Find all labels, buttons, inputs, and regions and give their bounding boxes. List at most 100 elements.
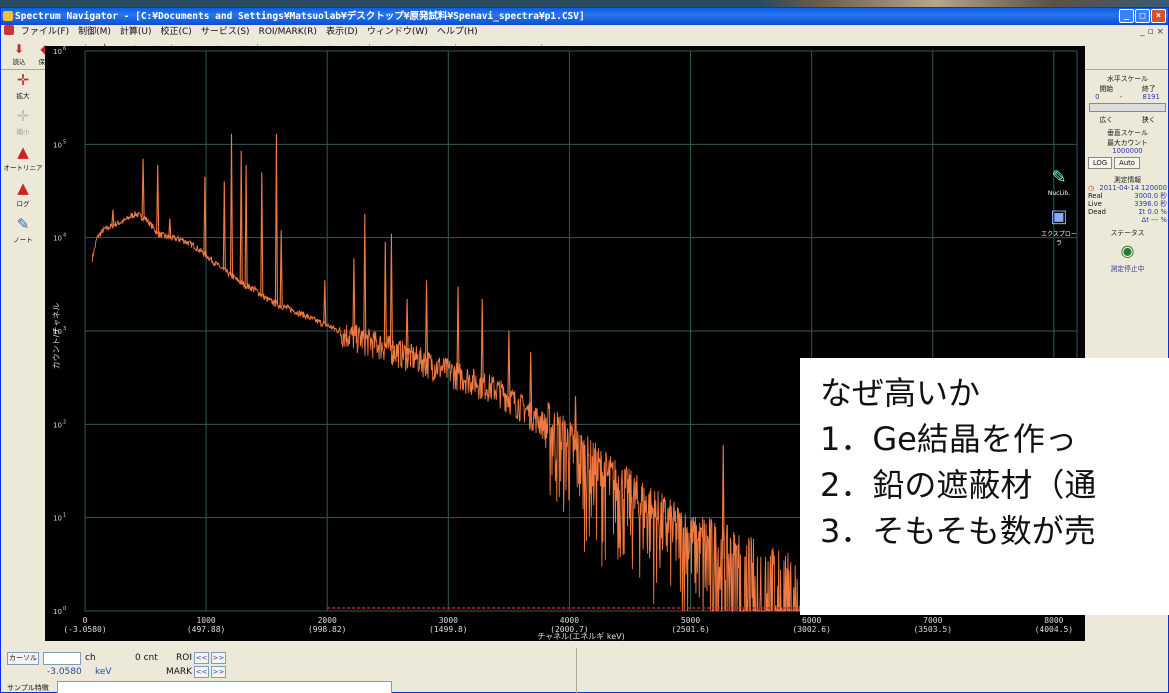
narrow-label[interactable]: 狭く [1141,116,1156,124]
close-icon[interactable]: × [1151,9,1166,23]
roi-prev-button[interactable]: << [194,652,209,664]
explorer-shortcut[interactable]: ▣ エクスプローラ [1039,207,1079,248]
log-scale-icon: ▲ [17,179,29,197]
y-tick-exponent: 1 [63,513,66,519]
toolbar-label-0: 読込 [12,58,26,66]
h-scroll-bar[interactable] [1089,103,1166,112]
menu-item-8[interactable]: ヘルプ(H) [436,27,478,37]
y-tick-exponent: 6 [63,46,66,52]
roi-label: ROI [176,653,192,663]
x-tick-label: 4000 [560,616,579,625]
spectrum-peak-8 [244,164,248,286]
status-area: カーソル ch 0 cnt -3.0580 keV ROI << >> MARK… [1,648,1168,693]
menu-item-1[interactable]: 制御(M) [78,27,111,37]
channel-input[interactable] [43,652,81,665]
y-tick-exponent: 0 [63,606,66,612]
desktop-icons: ✎ NucLib. ▣ エクスプローラ [1039,168,1079,278]
max-count-value[interactable]: 1000000 [1112,147,1143,155]
maximize-icon[interactable]: □ [1135,9,1150,23]
kev-value: -3.0580 [47,667,82,677]
toolbar-button-0[interactable]: ⬇ 読込 [7,41,31,69]
title-bar[interactable]: Spectrum Navigator - [C:¥Documents and S… [1,8,1168,25]
x-tick-label: 5000 [681,616,700,625]
wide-label[interactable]: 広く [1099,116,1114,124]
sample-feature-input[interactable] [57,681,392,693]
note-icon: ✎ [16,215,30,233]
left-tool-4[interactable]: ✎ ノート [1,216,45,248]
spectrum-peak-21 [507,330,511,398]
doc-menu-icon[interactable] [4,25,14,35]
menu-item-7[interactable]: ウィンドウ(W) [366,27,428,37]
spectrum-chart[interactable]: 0(-3.0580)1000(497.88)2000(998.82)3000(1… [45,46,1085,641]
x-tick-label: 2000 [318,616,337,625]
spectrum-peak-1 [141,158,145,218]
menu-item-3[interactable]: 校正(C) [160,27,192,37]
auto-button[interactable]: Auto [1114,157,1140,169]
log-button[interactable]: LOG [1088,157,1113,169]
overlay-line-3: 3．そもそも数が売 [820,512,1096,550]
x-tick-sublabel: (998.82) [308,625,347,634]
menu-item-0[interactable]: ファイル(F) [20,27,70,37]
left-tool-2[interactable]: ▲ オートリニア [1,144,45,176]
nuclib-label: NucLib. [1047,190,1071,197]
mark-next-button[interactable]: >> [211,666,226,678]
menu-item-6[interactable]: 表示(D) [325,27,358,37]
spectrum-peak-4 [203,176,207,255]
left-tool-3[interactable]: ▲ ログ [1,180,45,212]
window-controls: _ □ × [1119,9,1166,23]
x-tick-label: 3000 [439,616,458,625]
x-tick-sublabel: (2000.7) [550,625,589,634]
right-panel: 水平スケール 開始 終了 0 - 8191 広く 狭く 垂直スケール 最大カウン… [1085,70,1169,362]
left-tool-1[interactable]: ✛ 縮小 [1,108,45,140]
menu-item-5[interactable]: ROI/MARK(R) [258,27,317,37]
x-tick-label: 1000 [196,616,215,625]
globe-status-icon: ◉ [1120,241,1135,260]
left-tool-label-3: ログ [16,200,30,208]
status-text: 測定停止中 [1110,265,1145,273]
cursor-button[interactable]: カーソル [7,652,39,665]
mark-label: MARK [166,667,193,677]
x-tick-label: 8000 [1044,616,1063,625]
left-tool-0[interactable]: ✛ 拡大 [1,72,45,104]
minimize-icon[interactable]: _ [1119,9,1134,23]
status-title: ステータス [1110,229,1145,237]
spectrum-peak-20 [480,298,484,384]
mark-prev-button[interactable]: << [194,666,209,678]
real-value: 3000.0 秒 [1134,192,1167,200]
x-tick-sublabel: (3503.5) [913,625,952,634]
spectrum-peak-11 [279,230,283,306]
end-value[interactable]: 8191 [1142,93,1160,101]
nuclide-library-icon: ✎ [1051,167,1067,188]
x-tick-sublabel: (1499.8) [429,625,468,634]
save-icon: ◆ [37,42,53,56]
roi-next-button[interactable]: >> [211,652,226,664]
menu-bar: ファイル(F) 制御(M) 計算(U) 校正(C) サービス(S) ROI/MARK(R)… [1,25,1168,40]
menu-item-4[interactable]: サービス(S) [200,27,250,37]
spectrum-peak-23 [573,396,578,451]
live-label: Live [1088,200,1102,208]
start-label: 開始 [1099,85,1114,93]
start-value[interactable]: 0 [1095,93,1100,101]
nuclib-shortcut[interactable]: ✎ NucLib. [1039,167,1079,198]
y-tick-label: 10 [53,515,62,523]
overlay-heading: なぜ高いか [820,374,981,412]
spectrum-peak-18 [424,280,429,362]
h-scale-title: 水平スケール [1107,75,1148,83]
y-tick-label: 10 [53,141,62,149]
y-tick-exponent: 5 [63,139,66,145]
spectrum-peak-9 [260,172,264,296]
spectrum-peak-12 [323,280,327,325]
menu-item-2[interactable]: 計算(U) [119,27,152,37]
y-tick-label: 10 [53,235,62,243]
mdi-controls[interactable]: _ ▫ × [1140,27,1164,37]
live-value: 3396.0 秒 [1134,200,1167,208]
spectrum-peak-0 [111,209,115,226]
x-tick-label: 7000 [923,616,942,625]
spectrum-peak-7 [239,150,243,283]
spectrum-peak-6 [229,133,234,276]
explorer-label: エクスプローラ [1041,231,1077,247]
real-label: Real [1088,192,1103,200]
spectrum-peak-14 [363,213,367,340]
left-tool-label-1: 縮小 [16,128,30,136]
spectrum-peak-16 [389,233,393,349]
